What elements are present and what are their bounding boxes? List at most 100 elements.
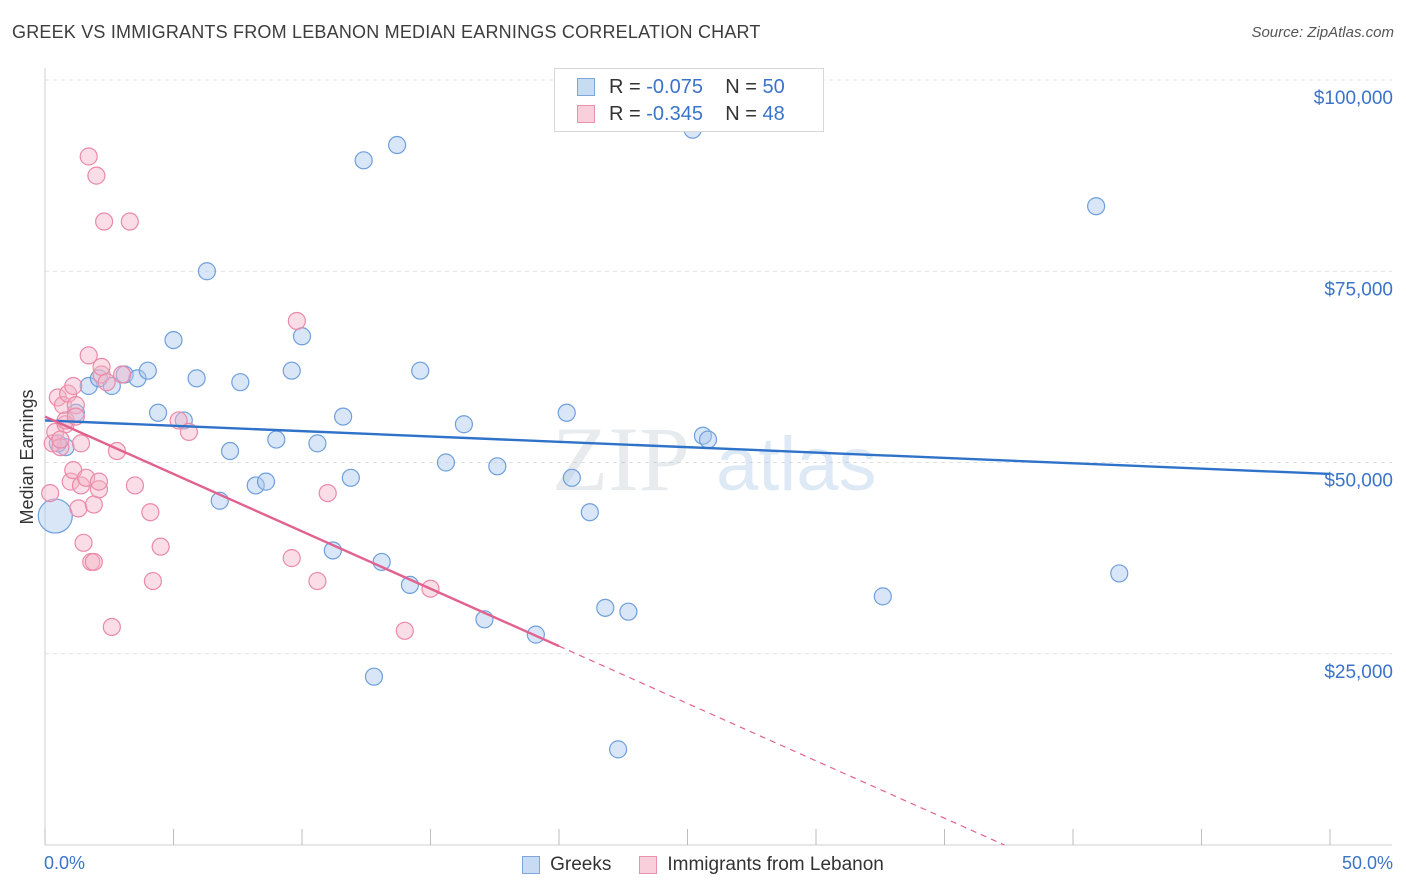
y-tick-label: $100,000 [1314, 88, 1393, 109]
x-tick-label: 50.0% [1342, 853, 1393, 873]
point-greeks [596, 598, 615, 617]
y-axis-label: Median Earnings [17, 389, 37, 524]
point-lebanon [112, 365, 132, 384]
trend-lines [44, 415, 1331, 846]
point-greeks [79, 376, 98, 396]
trend-line-lebanon-extension [558, 645, 1005, 846]
point-lebanon [97, 373, 116, 392]
point-lebanon [125, 476, 145, 495]
point-lebanon [318, 484, 337, 503]
point-greeks [164, 331, 183, 350]
y-tick-label: $75,000 [1324, 279, 1393, 300]
point-greeks [246, 476, 265, 495]
point-greeks [334, 407, 353, 426]
chart-source: Source: ZipAtlas.com [1251, 24, 1394, 41]
axes-layer [44, 68, 1392, 846]
point-greeks [231, 373, 250, 392]
point-greeks [341, 468, 360, 487]
tick-labels: $25,000 $50,000 $75,000 $100,000 0.0% 50.0% [44, 88, 1393, 873]
point-greeks [197, 262, 217, 281]
point-lebanon [120, 212, 139, 231]
point-greeks [436, 453, 456, 472]
legend-item-lebanon[interactable]: Immigrants from Lebanon [639, 854, 884, 876]
watermark: ZIP atlas [552, 408, 877, 510]
legend-row-lebanon: R = -0.345 N = 48 [577, 102, 785, 126]
trend-line-greeks [44, 419, 1331, 476]
point-greeks [128, 369, 147, 388]
point-lebanon [395, 621, 414, 640]
legend-r-label: R = [609, 75, 647, 98]
legend-label-lebanon: Immigrants from Lebanon [667, 854, 884, 875]
point-lebanon [102, 617, 121, 637]
point-greeks [609, 740, 628, 759]
legend-swatch-lebanon [577, 105, 595, 123]
legend-label-greeks: Greeks [550, 854, 612, 875]
series-lebanon-points [41, 147, 440, 640]
point-lebanon [53, 396, 73, 415]
point-greeks [174, 411, 193, 430]
point-greeks [354, 151, 373, 170]
point-lebanon [79, 346, 98, 365]
point-lebanon [143, 571, 163, 591]
point-greeks [562, 468, 581, 487]
point-lebanon [71, 434, 91, 453]
point-lebanon [89, 472, 109, 491]
legend-row-greeks: R = -0.075 N = 50 [577, 75, 785, 99]
point-lebanon [61, 472, 80, 491]
point-greeks [619, 602, 638, 621]
point-lebanon [84, 552, 103, 572]
point-greeks [308, 434, 327, 453]
legend-r-value: -0.075 [646, 75, 703, 98]
point-lebanon [51, 430, 70, 449]
chart-title: GREEK VS IMMIGRANTS FROM LEBANON MEDIAN … [12, 22, 761, 42]
legend-r-value: -0.345 [646, 102, 703, 125]
watermark-zip: ZIP [552, 408, 690, 510]
point-greeks [148, 403, 168, 422]
legend-n-label: N = [725, 75, 763, 98]
point-lebanon [151, 537, 170, 556]
point-greeks [220, 441, 240, 461]
grid-layer [45, 79, 1392, 655]
point-greeks [454, 415, 474, 434]
point-greeks [256, 472, 276, 491]
point-lebanon [87, 166, 106, 185]
legend-swatch-lebanon [639, 856, 658, 874]
point-lebanon [287, 311, 306, 331]
legend-r-label: R = [609, 102, 647, 125]
point-greeks [292, 327, 312, 346]
watermark-atlas: atlas [716, 422, 877, 507]
legend-n-value: 48 [762, 102, 785, 125]
point-lebanon [74, 533, 93, 552]
legend-swatch-greeks [577, 78, 595, 96]
point-greeks [387, 135, 407, 155]
y-tick-label: $25,000 [1324, 662, 1393, 683]
point-lebanon [41, 484, 60, 503]
point-lebanon [141, 503, 160, 522]
point-greeks [488, 457, 507, 476]
point-greeks [37, 498, 73, 534]
x-tick-label: 0.0% [44, 853, 85, 873]
point-lebanon [84, 495, 103, 514]
point-greeks [1087, 197, 1106, 216]
trend-line-lebanon [44, 415, 560, 648]
point-greeks [282, 361, 301, 380]
point-greeks [411, 361, 430, 380]
point-greeks [138, 361, 157, 380]
point-greeks [364, 667, 384, 686]
point-lebanon [308, 571, 327, 591]
point-greeks [557, 403, 576, 422]
point-greeks [187, 369, 206, 388]
point-lebanon [69, 499, 88, 518]
correlation-legend: R = -0.075 N = 50 R = -0.345 N = 48 [554, 68, 824, 132]
point-greeks [698, 430, 718, 449]
point-greeks [580, 503, 599, 522]
legend-n-value: 50 [762, 75, 785, 98]
point-greeks [267, 430, 286, 449]
point-lebanon [89, 480, 109, 499]
point-lebanon [282, 549, 301, 568]
legend-item-greeks[interactable]: Greeks [522, 854, 611, 876]
legend-swatch-greeks [522, 856, 541, 874]
series-legend: Greeks Immigrants from Lebanon [0, 852, 1406, 878]
legend-n-label: N = [725, 102, 763, 125]
